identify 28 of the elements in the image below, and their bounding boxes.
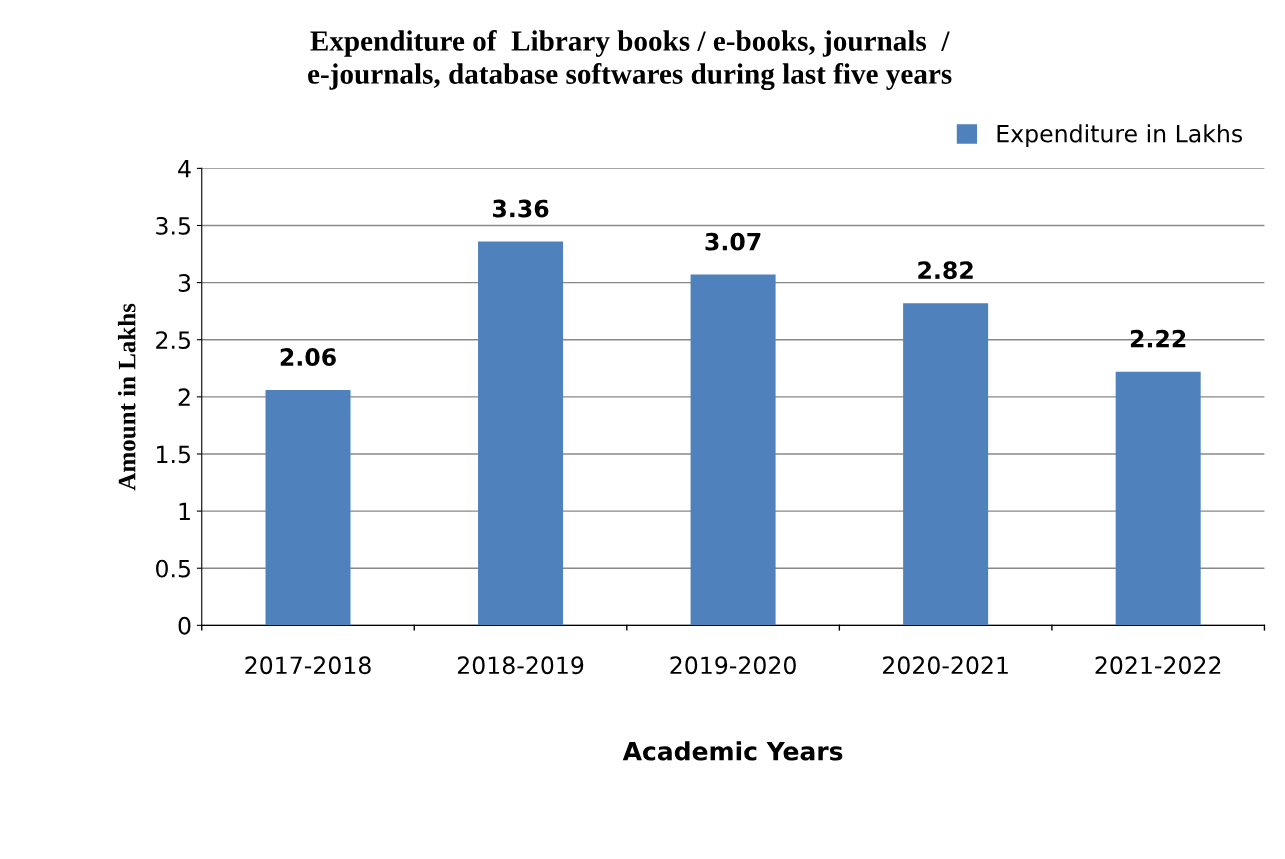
- data-label: 2.82: [918, 261, 973, 280]
- y-tick-label: 2.5: [156, 331, 190, 350]
- x-axis-title: Academic Years: [622, 741, 843, 761]
- x-tick-label: 2018-2019: [457, 656, 584, 675]
- data-label: 2.06: [280, 348, 336, 366]
- x-tick-label: 2021-2022: [1095, 656, 1221, 675]
- y-tick-label: 1: [179, 502, 190, 521]
- chart-title: Expenditure of Library books / e-books, journals / e-journals, database softwares during last five years: [308, 30, 952, 91]
- data-label: 3.36: [493, 199, 549, 218]
- x-tick-label: 2019-2020: [670, 656, 796, 675]
- y-tick-label: 0.5: [156, 559, 190, 578]
- y-tick-label: 4: [178, 160, 191, 178]
- data-label: 3.07: [705, 232, 761, 251]
- bar: [1115, 371, 1201, 626]
- bar: [903, 303, 989, 626]
- y-axis-title: Amount in Lakhs: [117, 303, 136, 491]
- legend-label: Expenditure in Lakhs: [997, 124, 1243, 148]
- y-tick-label: 2: [178, 388, 190, 406]
- y-tick-label: 0: [178, 616, 191, 635]
- y-tick-label: 3: [178, 274, 191, 292]
- x-tick-label: 2017-2018: [245, 656, 371, 675]
- data-label: 2.22: [1130, 329, 1186, 348]
- y-tick-label: 3.5: [156, 216, 190, 235]
- bar: [265, 390, 351, 626]
- y-tick-label: 1.5: [157, 445, 190, 464]
- bar: [478, 241, 564, 626]
- x-tick-label: 2020-2021: [883, 656, 1008, 675]
- bar: [690, 274, 776, 626]
